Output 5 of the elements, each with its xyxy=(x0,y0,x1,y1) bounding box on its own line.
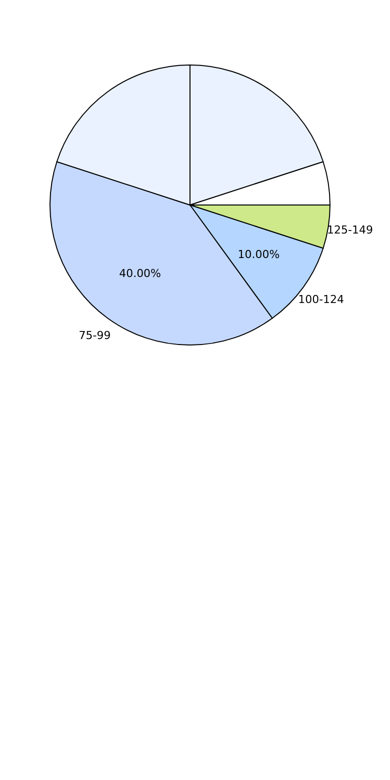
slice-label: 125-149 xyxy=(327,223,373,236)
slice-label: 75-99 xyxy=(78,329,111,342)
data-label: 10.00% xyxy=(238,248,280,261)
data-label: 40.00% xyxy=(119,266,162,280)
slice-label: 100-124 xyxy=(298,293,344,306)
